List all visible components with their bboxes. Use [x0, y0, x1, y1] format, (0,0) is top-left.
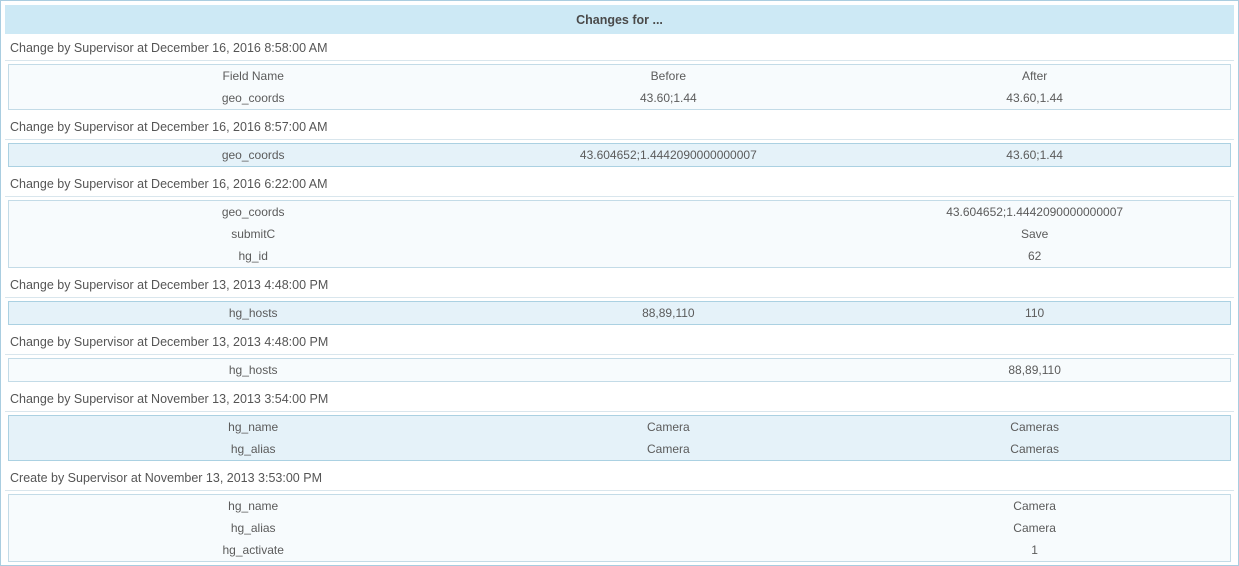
table-row: hg_hosts 88,89,110 110 [9, 302, 1230, 324]
before-cell: Before [650, 69, 686, 83]
field-name-cell: hg_name [228, 499, 279, 513]
after-cell: 110 [1025, 306, 1045, 320]
field-name-cell: hg_hosts [228, 306, 278, 320]
table-row: hg_alias Camera Cameras [9, 438, 1230, 460]
field-name-cell: hg_alias [230, 442, 276, 456]
after-cell: Camera [1013, 499, 1056, 513]
after-cell: 88,89,110 [1008, 363, 1061, 377]
table-row: hg_name Camera Cameras [9, 416, 1230, 438]
field-name-cell: hg_alias [230, 521, 276, 535]
before-cell: 43.60;1.44 [639, 91, 697, 105]
after-cell: 43.60,1.44 [1006, 91, 1063, 105]
change-table: geo_coords 43.604652;1.4442090000000007 … [8, 143, 1231, 167]
before-cell [497, 201, 839, 223]
field-name-cell: geo_coords [221, 91, 285, 105]
after-cell: 43.604652;1.4442090000000007 [946, 205, 1124, 219]
before-cell: Camera [646, 420, 690, 434]
after-cell: 43.60;1.44 [1006, 148, 1063, 162]
after-cell: Cameras [1010, 442, 1059, 456]
change-meta-text: Change by Supervisor at December 16, 201… [5, 34, 1234, 61]
table-row: geo_coords 43.604652;1.4442090000000007 … [9, 144, 1230, 166]
change-sections: Change by Supervisor at December 16, 201… [5, 34, 1234, 565]
before-cell [497, 223, 839, 245]
table-row: geo_coords 43.604652;1.4442090000000007 [9, 201, 1230, 223]
change-section: Create by Supervisor at November 13, 201… [5, 464, 1234, 562]
field-name-cell: hg_name [228, 420, 279, 434]
table-row: hg_hosts 88,89,110 [9, 359, 1230, 381]
field-name-cell: geo_coords [221, 148, 285, 162]
before-cell: Camera [646, 442, 690, 456]
table-row: geo_coords 43.60;1.44 43.60,1.44 [9, 87, 1230, 109]
field-name-cell: hg_activate [222, 543, 284, 557]
before-cell [497, 245, 839, 267]
change-meta-text: Change by Supervisor at December 13, 201… [5, 271, 1234, 298]
table-row: hg_name Camera [9, 495, 1230, 517]
table-row: hg_alias Camera [9, 517, 1230, 539]
change-meta-text: Change by Supervisor at December 16, 201… [5, 170, 1234, 197]
table-row: hg_id 62 [9, 245, 1230, 267]
change-section: Change by Supervisor at December 13, 201… [5, 328, 1234, 382]
before-cell: 88,89,110 [642, 306, 695, 320]
table-row: submitC Save [9, 223, 1230, 245]
change-table: hg_hosts 88,89,110 110 [8, 301, 1231, 325]
after-cell: 1 [1031, 543, 1038, 557]
change-table: hg_name Camera hg_alias Camera hg_activa… [8, 494, 1231, 562]
field-name-cell: submitC [231, 227, 276, 241]
field-name-cell: hg_hosts [228, 363, 278, 377]
change-meta-text: Change by Supervisor at December 13, 201… [5, 328, 1234, 355]
change-section: Change by Supervisor at December 13, 201… [5, 271, 1234, 325]
field-name-cell: geo_coords [221, 205, 285, 219]
before-cell [497, 359, 839, 381]
field-name-cell: Field Name [222, 69, 284, 83]
column-header-row: Field Name Before After [9, 65, 1230, 87]
change-meta-text: Change by Supervisor at December 16, 201… [5, 113, 1234, 140]
change-section: Change by Supervisor at December 16, 201… [5, 113, 1234, 167]
before-cell: 43.604652;1.4442090000000007 [579, 148, 757, 162]
before-cell [497, 539, 839, 561]
after-cell: 62 [1027, 249, 1042, 263]
before-cell [497, 517, 839, 539]
change-meta-text: Create by Supervisor at November 13, 201… [5, 464, 1234, 491]
after-cell: After [1021, 69, 1048, 83]
after-cell: Camera [1013, 521, 1056, 535]
panel-title: Changes for ... [5, 5, 1234, 34]
change-table: Field Name Before After geo_coords 43.60… [8, 64, 1231, 110]
after-cell: Save [1020, 227, 1049, 241]
change-table: hg_name Camera Cameras hg_alias Camera C… [8, 415, 1231, 461]
change-table: hg_hosts 88,89,110 [8, 358, 1231, 382]
before-cell [497, 495, 839, 517]
field-name-cell: hg_id [238, 249, 268, 263]
change-meta-text: Change by Supervisor at November 13, 201… [5, 385, 1234, 412]
change-section: Change by Supervisor at December 16, 201… [5, 34, 1234, 110]
change-section: Change by Supervisor at December 16, 201… [5, 170, 1234, 268]
table-row: hg_activate 1 [9, 539, 1230, 561]
change-section: Change by Supervisor at November 13, 201… [5, 385, 1234, 461]
after-cell: Cameras [1010, 420, 1059, 434]
change-table: geo_coords 43.604652;1.4442090000000007 … [8, 200, 1231, 268]
